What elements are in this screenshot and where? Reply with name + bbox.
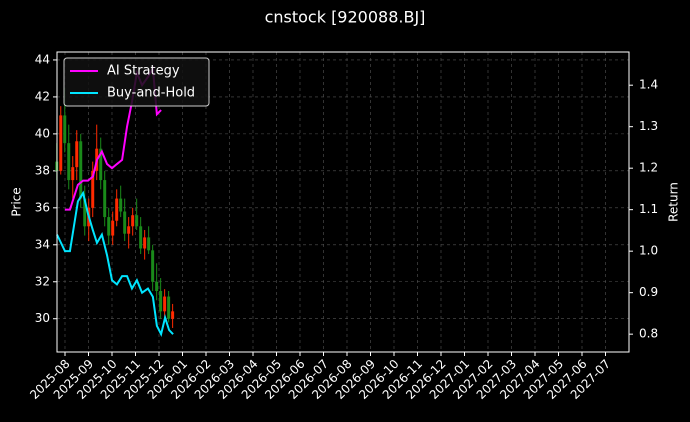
- candle-body: [91, 170, 95, 208]
- candle-body: [127, 226, 131, 234]
- candle-body: [139, 226, 143, 249]
- y-tick-label: 32: [35, 274, 50, 288]
- y-tick-label: 34: [35, 237, 50, 251]
- candle-body: [131, 215, 135, 227]
- candle-body: [119, 198, 123, 212]
- legend: AI Strategy Buy-and-Hold: [63, 57, 210, 107]
- candle-body: [111, 220, 115, 236]
- y-tick-label: 38: [35, 163, 50, 177]
- chart-title: cnstock [920088.BJ]: [265, 8, 426, 27]
- candle-body: [59, 115, 63, 171]
- y-axis-label: Price: [10, 187, 24, 216]
- candle-body: [79, 141, 83, 199]
- candle-body: [155, 281, 159, 292]
- candle-body: [75, 141, 79, 168]
- candle-body: [71, 167, 75, 181]
- y2-tick-label: 1.4: [639, 78, 658, 92]
- plot-frame: [56, 51, 630, 353]
- y2-tick-label: 0.9: [639, 285, 658, 299]
- candle-body: [115, 198, 119, 221]
- y2-tick-label: 1.0: [639, 244, 658, 258]
- candle-body: [171, 311, 175, 319]
- legend-label: AI Strategy: [107, 64, 180, 79]
- y2-axis-label: Return: [667, 182, 681, 222]
- legend-box: [63, 57, 210, 107]
- candle-body: [123, 211, 127, 234]
- legend-label: Buy-and-Hold: [107, 86, 195, 101]
- candle-body: [135, 215, 139, 227]
- y-tick-label: 36: [35, 200, 50, 214]
- y-tick-label: 44: [35, 52, 50, 66]
- candle-body: [67, 143, 71, 181]
- y2-tick-label: 1.2: [639, 161, 658, 175]
- y-tick-label: 30: [35, 311, 50, 325]
- candle-body: [107, 217, 111, 236]
- candle-body: [99, 148, 103, 181]
- candle-body: [159, 291, 163, 312]
- candle-body: [151, 250, 155, 282]
- candle-body: [163, 296, 167, 312]
- y2-tick-label: 1.1: [639, 202, 658, 216]
- line-series: [56, 190, 174, 338]
- candle-body: [147, 237, 151, 251]
- candle-body: [103, 180, 107, 218]
- candle-body: [167, 296, 171, 319]
- candle-body: [83, 198, 87, 227]
- candle-body: [143, 237, 147, 249]
- y-tick-label: 42: [35, 89, 50, 103]
- y2-tick-label: 1.3: [639, 119, 658, 133]
- candle-body: [63, 115, 67, 144]
- y-tick-label: 40: [35, 126, 50, 140]
- y2-tick-label: 0.8: [639, 327, 658, 341]
